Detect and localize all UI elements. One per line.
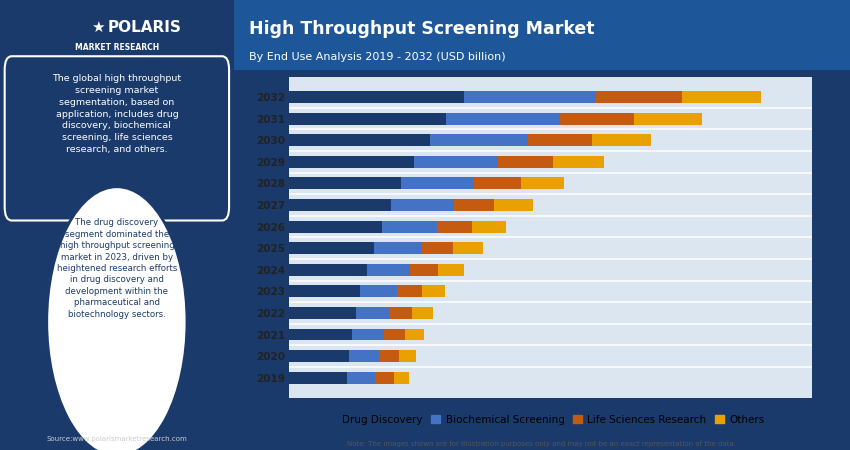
Text: POLARIS: POLARIS (108, 20, 182, 35)
Bar (592, 134, 651, 146)
Bar (289, 220, 382, 233)
Text: Note: The images shown are for illustration purposes only and may not be an exac: Note: The images shown are for illustrat… (348, 441, 736, 447)
Bar (397, 285, 422, 297)
Bar (682, 91, 761, 103)
Circle shape (47, 187, 187, 450)
Bar (234, 0, 850, 70)
Bar (289, 307, 356, 319)
Bar (349, 350, 379, 362)
Bar (453, 242, 483, 254)
Bar (411, 264, 438, 276)
Bar (289, 328, 352, 341)
Bar (289, 91, 464, 103)
Bar (454, 199, 495, 211)
Legend: Drug Discovery, Biochemical Screening, Life Sciences Research, Others: Drug Discovery, Biochemical Screening, L… (323, 410, 769, 429)
Bar (394, 372, 409, 383)
Bar (347, 372, 375, 383)
Text: The global high throughput
screening market
segmentation, based on
application, : The global high throughput screening mar… (53, 74, 181, 154)
Bar (375, 372, 394, 383)
Bar (367, 264, 411, 276)
Bar (405, 328, 424, 341)
Bar (289, 112, 445, 125)
Bar (422, 242, 453, 254)
Bar (553, 156, 604, 168)
Bar (356, 307, 390, 319)
Bar (422, 285, 445, 297)
Bar (384, 328, 405, 341)
Bar (352, 328, 384, 341)
Bar (289, 242, 374, 254)
Bar (445, 112, 560, 125)
Text: By End Use Analysis 2019 - 2032 (USD billion): By End Use Analysis 2019 - 2032 (USD bil… (249, 52, 506, 62)
Bar (289, 156, 415, 168)
Bar (473, 177, 520, 189)
Text: High Throughput Screening Market: High Throughput Screening Market (249, 20, 595, 38)
FancyBboxPatch shape (5, 56, 230, 220)
Bar (390, 307, 412, 319)
Bar (289, 264, 367, 276)
Bar (412, 307, 434, 319)
Bar (529, 134, 592, 146)
Bar (399, 350, 416, 362)
Bar (289, 285, 360, 297)
Bar (596, 91, 682, 103)
Bar (379, 350, 399, 362)
Bar (415, 156, 498, 168)
Text: The drug discovery
segment dominated the
high throughput screening
market in 202: The drug discovery segment dominated the… (57, 218, 177, 319)
Bar (498, 156, 553, 168)
Bar (634, 112, 702, 125)
Bar (520, 177, 564, 189)
Bar (437, 220, 473, 233)
Bar (289, 372, 347, 383)
Bar (360, 285, 397, 297)
Bar (289, 350, 349, 362)
Text: MARKET RESEARCH: MARKET RESEARCH (75, 43, 159, 52)
Text: ★: ★ (91, 20, 105, 35)
Bar (401, 177, 473, 189)
Bar (374, 242, 422, 254)
Bar (430, 134, 529, 146)
Bar (289, 199, 391, 211)
Bar (289, 177, 401, 189)
Bar (495, 199, 533, 211)
Bar (473, 220, 506, 233)
Bar (464, 91, 596, 103)
Bar (438, 264, 464, 276)
Bar (560, 112, 634, 125)
Bar (289, 134, 430, 146)
Bar (391, 199, 454, 211)
Bar (382, 220, 437, 233)
Text: Source:www.polarismarketresearch.com: Source:www.polarismarketresearch.com (47, 436, 187, 442)
